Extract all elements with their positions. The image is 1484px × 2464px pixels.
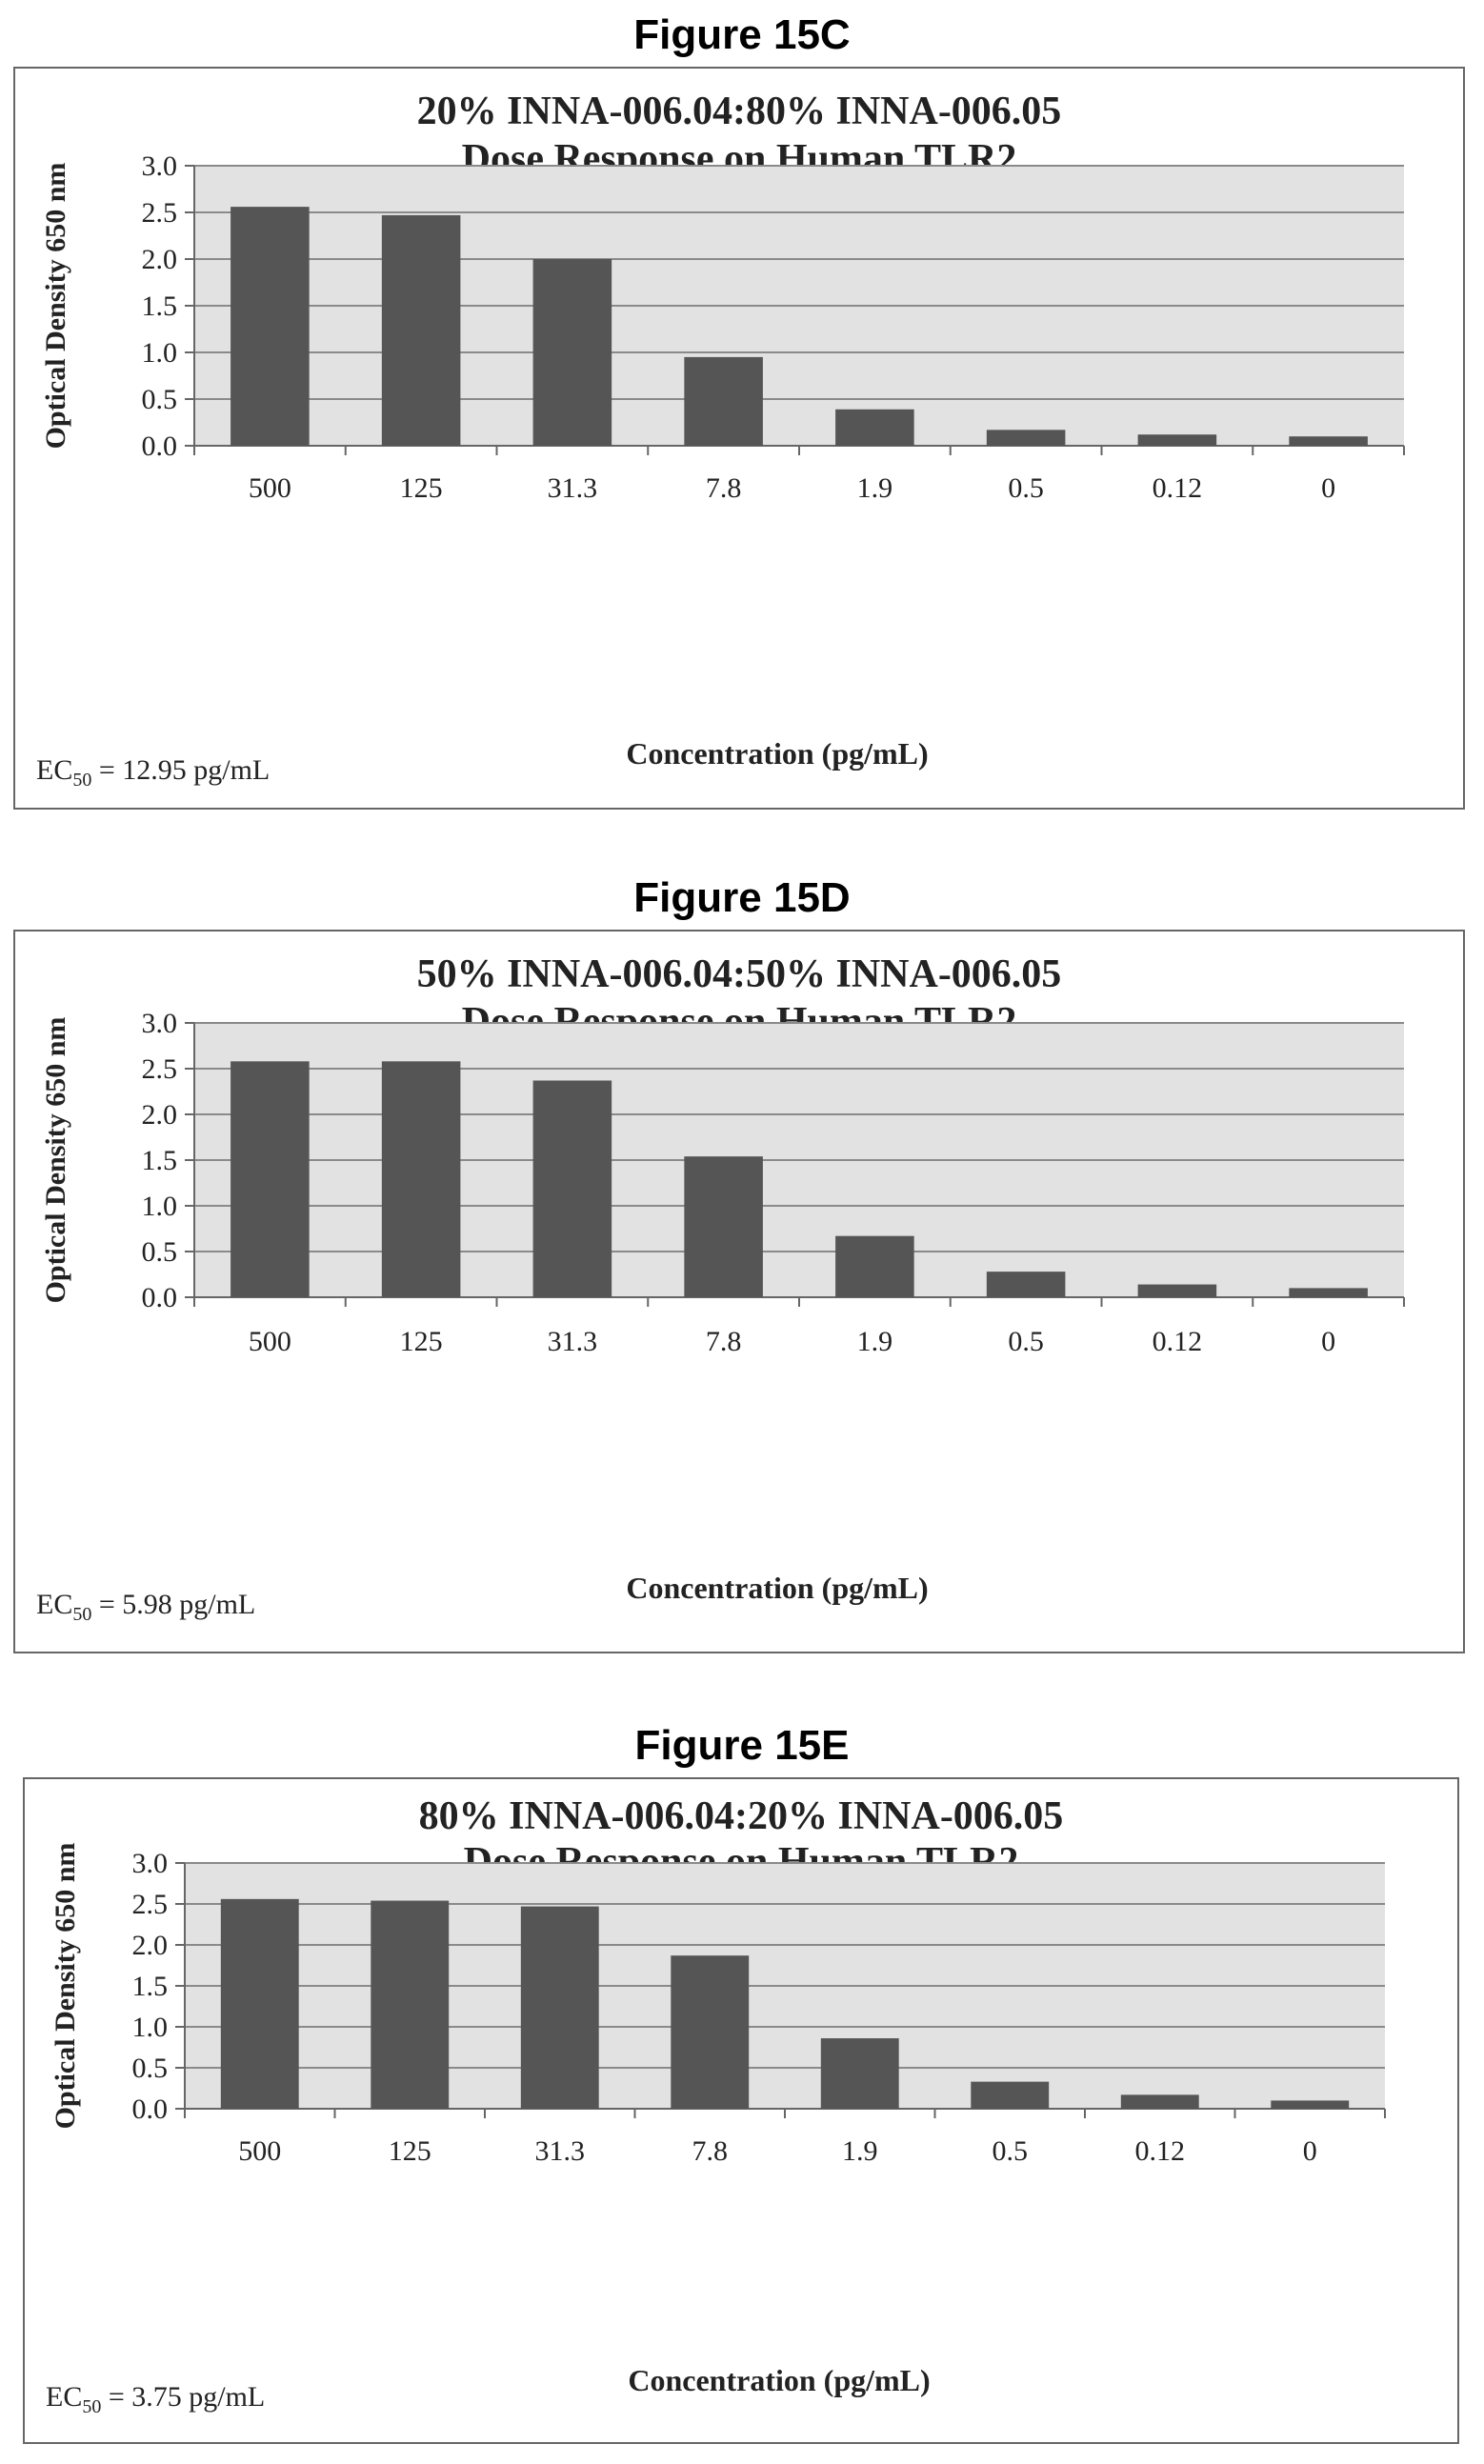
y-tick-label: 2.0 (142, 1099, 178, 1131)
bar (532, 259, 612, 446)
figure-label: Figure 15C (633, 11, 851, 58)
y-tick-label: 1.0 (142, 1191, 178, 1222)
x-tick-label: 0.5 (1008, 1326, 1044, 1357)
y-axis-label: Optical Density 650 nm (40, 163, 71, 450)
x-axis-label: Concentration (pg/mL) (626, 736, 928, 771)
y-tick-label: 0.0 (132, 2093, 169, 2125)
y-tick-label: 1.0 (132, 2012, 169, 2043)
x-tick-label: 31.3 (548, 1326, 598, 1357)
x-tick-label: 0.5 (1008, 472, 1044, 504)
x-tick-label: 0.5 (993, 2135, 1029, 2167)
bar (371, 1900, 450, 2109)
x-tick-label: 125 (389, 2135, 431, 2167)
figure-label: Figure 15D (633, 874, 851, 921)
chart-title: 50% INNA-006.04:50% INNA-006.05 (417, 952, 1062, 996)
x-tick-label: 0 (1321, 1326, 1335, 1357)
x-tick-label: 31.3 (535, 2135, 586, 2167)
bar (684, 1156, 763, 1297)
x-tick-label: 125 (400, 472, 443, 504)
bar (381, 1061, 461, 1297)
y-tick-label: 0.5 (142, 384, 178, 415)
x-axis-label: Concentration (pg/mL) (628, 2363, 930, 2397)
x-tick-label: 0.12 (1153, 472, 1203, 504)
x-tick-label: 0.12 (1153, 1326, 1203, 1357)
y-tick-label: 2.5 (142, 1053, 178, 1085)
x-tick-label: 0.12 (1135, 2135, 1186, 2167)
y-tick-label: 2.5 (142, 197, 178, 229)
x-axis-label: Concentration (pg/mL) (626, 1571, 928, 1605)
bar (220, 1898, 299, 2109)
y-tick-label: 2.0 (132, 1930, 169, 1961)
bar (231, 207, 310, 446)
bar (1120, 2094, 1199, 2109)
ec50-annotation: EC50 = 3.75 pg/mL (46, 2381, 266, 2417)
y-tick-label: 0.0 (142, 1282, 178, 1313)
bar (986, 1272, 1066, 1297)
y-tick-label: 1.5 (132, 1971, 169, 2002)
y-tick-label: 1.0 (142, 337, 178, 369)
bar (532, 1080, 612, 1297)
bar (381, 214, 461, 446)
x-tick-label: 500 (238, 2135, 281, 2167)
x-tick-label: 7.8 (706, 472, 742, 504)
bar (1289, 1288, 1368, 1297)
bar (971, 2081, 1050, 2109)
bar (1289, 436, 1368, 446)
bar (231, 1061, 310, 1297)
bar (820, 2038, 899, 2109)
y-tick-label: 2.5 (132, 1889, 169, 1920)
figure-label: Figure 15E (634, 1722, 850, 1769)
bar (684, 356, 763, 446)
bar (986, 430, 1066, 446)
x-tick-label: 0 (1321, 472, 1335, 504)
chart-title: 80% INNA-006.04:20% INNA-006.05 (419, 1794, 1064, 1838)
bar (1271, 2100, 1350, 2109)
x-tick-label: 31.3 (548, 472, 598, 504)
x-tick-label: 7.8 (706, 1326, 742, 1357)
y-tick-label: 0.5 (132, 2053, 169, 2084)
bar (520, 1906, 599, 2109)
x-tick-label: 0 (1303, 2135, 1317, 2167)
y-axis-label: Optical Density 650 nm (40, 1017, 71, 1304)
bar (1137, 434, 1217, 446)
x-tick-label: 1.9 (857, 1326, 893, 1357)
x-tick-label: 125 (400, 1326, 443, 1357)
x-tick-label: 1.9 (857, 472, 893, 504)
x-tick-label: 7.8 (692, 2135, 729, 2167)
bar (835, 1235, 914, 1297)
y-tick-label: 2.0 (142, 244, 178, 275)
ec50-annotation: EC50 = 5.98 pg/mL (36, 1589, 256, 1625)
chart-title: 20% INNA-006.04:80% INNA-006.05 (417, 90, 1062, 133)
bar (671, 1955, 750, 2109)
y-tick-label: 0.0 (142, 431, 178, 462)
ec50-annotation: EC50 = 12.95 pg/mL (36, 754, 271, 791)
y-tick-label: 3.0 (142, 150, 178, 182)
y-axis-label: Optical Density 650 nm (50, 1843, 81, 2130)
y-tick-label: 0.5 (142, 1236, 178, 1268)
x-tick-label: 500 (249, 472, 291, 504)
bar (835, 409, 914, 446)
y-tick-label: 1.5 (142, 290, 178, 322)
y-tick-label: 1.5 (142, 1145, 178, 1176)
y-tick-label: 3.0 (132, 1848, 169, 1879)
y-tick-label: 3.0 (142, 1008, 178, 1039)
bar (1137, 1284, 1217, 1297)
x-tick-label: 500 (249, 1326, 291, 1357)
x-tick-label: 1.9 (842, 2135, 878, 2167)
chart-panel: 20% INNA-006.04:80% INNA-006.05 Dose Resp… (13, 67, 1465, 810)
